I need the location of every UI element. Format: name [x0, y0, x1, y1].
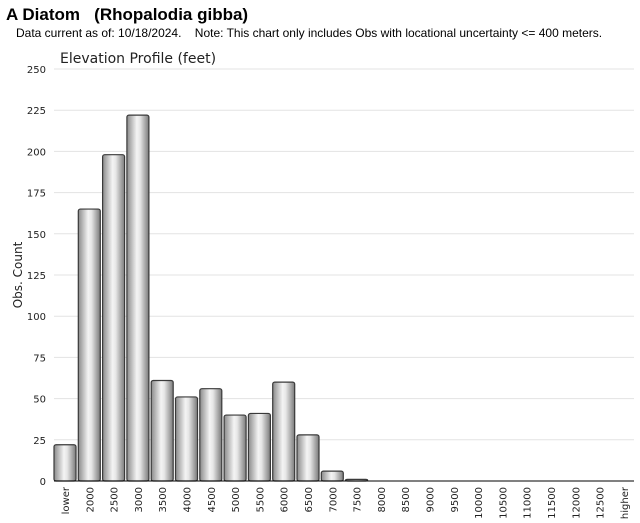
x-tick-label: 12000: [571, 487, 582, 519]
bar-4500: [199, 388, 223, 482]
x-tick-label: 5500: [255, 487, 266, 512]
x-tick-label: 11000: [523, 487, 534, 519]
x-tick-label: 4500: [207, 487, 218, 512]
y-tick-label: 50: [33, 395, 46, 406]
chart-title: A Diatom (Rhopalodia gibba): [6, 5, 249, 24]
x-tick-label: 10500: [498, 487, 509, 519]
y-axis-label: Obs. Count: [11, 241, 25, 308]
bar-2000: [77, 208, 101, 482]
bar-6000: [272, 381, 296, 482]
y-tick-label: 225: [27, 106, 46, 117]
bar-5500: [247, 412, 271, 482]
y-tick-label: 175: [27, 189, 46, 200]
x-tick-label: 10000: [474, 487, 485, 519]
x-tick-label: 2000: [85, 487, 96, 512]
x-tick-label: 6000: [280, 487, 291, 512]
y-tick-label: 100: [27, 312, 46, 323]
y-tick-label: 250: [27, 65, 46, 76]
bars: [53, 114, 369, 482]
x-tick-label: 2500: [110, 487, 121, 512]
x-tick-label: 7500: [353, 487, 364, 512]
y-tick-label: 150: [27, 230, 46, 241]
bar-lower: [53, 444, 77, 482]
x-tick-label: 12500: [596, 487, 607, 519]
x-tick-label: 8500: [401, 487, 412, 512]
y-tick-label: 200: [27, 147, 46, 158]
x-tick-label: 5000: [231, 487, 242, 512]
bar-2500: [101, 154, 126, 482]
x-tick-label: 9500: [450, 487, 461, 512]
x-tick-label: 4000: [183, 487, 194, 512]
plot-title: Elevation Profile (feet): [60, 51, 216, 67]
y-tick-label: 75: [33, 353, 46, 364]
y-tick-label: 125: [27, 271, 46, 282]
axes: 0 25 50 75 100 125 150 175 200 225 250 lower 2000 250…: [27, 65, 634, 519]
chart-subtitle: Data current as of: 10/18/2024. Note: Th…: [16, 26, 603, 40]
x-tick-label: 11500: [547, 487, 558, 519]
bar-3000: [126, 114, 150, 482]
x-tick-label: 8000: [377, 487, 388, 512]
x-tick-label: 9000: [426, 487, 437, 512]
bar-6500: [296, 434, 320, 482]
bar-7000: [320, 470, 344, 482]
y-tick-label: 0: [40, 477, 46, 488]
x-tick-label: 6500: [304, 487, 315, 512]
x-tick-label: higher: [620, 486, 631, 519]
bar-3500: [150, 379, 174, 482]
x-tick-label: lower: [61, 486, 72, 514]
x-tick-label: 3000: [134, 487, 145, 512]
y-tick-label: 25: [33, 436, 46, 447]
bar-4000: [174, 396, 199, 482]
x-tick-label: 7000: [328, 487, 339, 512]
x-tick-label: 3500: [158, 487, 169, 512]
bar-5000: [223, 414, 247, 482]
